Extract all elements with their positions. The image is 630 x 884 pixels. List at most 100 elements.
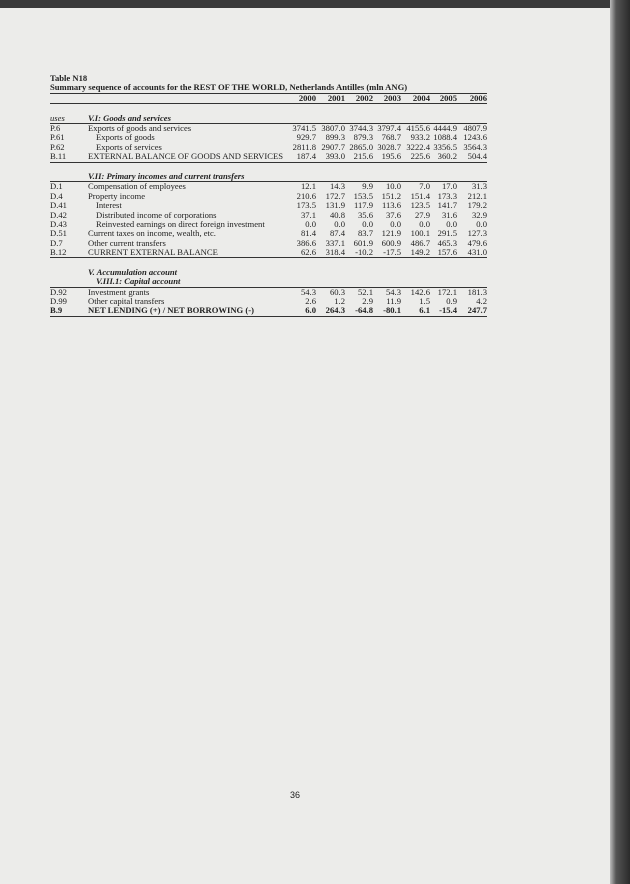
value-cell: 127.3 (467, 228, 487, 239)
value-cell: 172.1 (437, 286, 457, 297)
value-cell: 131.9 (325, 200, 345, 211)
value-cell: 337.1 (325, 237, 345, 248)
value-cell: 0.0 (446, 218, 457, 229)
value-cell: 3564.3 (463, 141, 487, 152)
row-label: Distributed income of corporations (96, 209, 217, 220)
value-cell: 35.6 (357, 209, 373, 220)
value-cell: 393.0 (325, 151, 345, 162)
value-cell: 37.1 (300, 209, 316, 220)
row-code: B.12 (50, 247, 67, 258)
value-cell: -15.4 (439, 305, 457, 316)
section-header: V. Accumulation account (88, 266, 178, 277)
row-label: Investment grants (88, 286, 150, 297)
value-cell: 210.6 (296, 190, 316, 201)
value-cell: 0.9 (446, 296, 457, 307)
row-code: D.99 (50, 296, 67, 307)
value-cell: 87.4 (329, 228, 345, 239)
value-cell: 121.9 (381, 228, 401, 239)
row-code: D.41 (50, 200, 67, 211)
value-cell: 212.1 (467, 190, 487, 201)
row-code: D.42 (50, 209, 67, 220)
year-header: 2003 (383, 92, 401, 103)
value-cell: 179.2 (467, 200, 487, 211)
section-header-row: V. Accumulation account (50, 266, 487, 277)
table-row: P.6 Exports of goods and services 3741.5 38… (50, 122, 487, 133)
value-cell: -10.2 (355, 247, 373, 258)
row-code: D.4 (50, 190, 63, 201)
value-cell: 2865.0 (349, 141, 373, 152)
row-code: P.6 (50, 122, 61, 133)
year-header: 2000 (298, 92, 316, 103)
value-cell: 3744.3 (349, 122, 373, 133)
value-cell: 1243.6 (463, 132, 487, 143)
row-code: D.7 (50, 237, 63, 248)
year-header: 2005 (439, 92, 457, 103)
value-cell: 4155.6 (406, 122, 430, 133)
value-cell: 1088.4 (433, 132, 457, 143)
table-row: D.42 Distributed income of corporations 37… (50, 209, 487, 220)
table-subtitle: Summary sequence of accounts for the RES… (50, 83, 487, 94)
value-cell: 3222.4 (406, 141, 430, 152)
value-cell: 899.3 (325, 132, 345, 143)
value-cell: 31.3 (471, 181, 487, 192)
value-cell: -80.1 (383, 305, 401, 316)
value-cell: 479.6 (467, 237, 487, 248)
uses-label: uses (50, 112, 65, 123)
table-row: B.12 CURRENT EXTERNAL BALANCE 62.6 318.4 -10… (50, 247, 487, 259)
value-cell: 0.0 (334, 218, 345, 229)
value-cell: 386.6 (296, 237, 316, 248)
row-label: Reinvested earnings on direct foreign in… (96, 218, 265, 229)
value-cell: 291.5 (437, 228, 457, 239)
scan-edge (610, 0, 630, 884)
value-cell: 0.0 (419, 218, 430, 229)
section-header: V.II: Primary incomes and current transf… (88, 170, 245, 181)
value-cell: 431.0 (467, 247, 487, 258)
value-cell: 6.0 (305, 305, 316, 316)
value-cell: 54.3 (385, 286, 401, 297)
value-cell: 3807.0 (321, 122, 345, 133)
value-cell: 2.6 (305, 296, 316, 307)
table-row: D.51 Current taxes on income, wealth, etc… (50, 228, 487, 239)
section-header-row: V.II: Primary incomes and current transf… (50, 170, 487, 183)
value-cell: -64.8 (355, 305, 373, 316)
row-label: Exports of goods and services (88, 122, 192, 133)
value-cell: 173.3 (437, 190, 457, 201)
table-row: D.99 Other capital transfers 2.6 1.2 2.9 11.9… (50, 296, 487, 307)
value-cell: 123.5 (410, 200, 430, 211)
table-row: D.7 Other current transfers 386.6 337.1 601.… (50, 237, 487, 248)
value-cell: 17.0 (441, 181, 457, 192)
value-cell: 4.2 (476, 296, 487, 307)
value-cell: 149.2 (410, 247, 430, 258)
row-label: Current taxes on income, wealth, etc. (88, 228, 216, 239)
table-title: Table N18 (50, 73, 88, 83)
value-cell: 173.5 (296, 200, 316, 211)
value-cell: 181.3 (467, 286, 487, 297)
value-cell: 27.9 (414, 209, 430, 220)
value-cell: 1.5 (419, 296, 430, 307)
value-cell: 12.1 (300, 181, 316, 192)
value-cell: 52.1 (357, 286, 373, 297)
value-cell: 3356.5 (433, 141, 457, 152)
row-code: B.9 (50, 305, 63, 316)
value-cell: 151.2 (381, 190, 401, 201)
table-row: D.92 Investment grants 54.3 60.3 52.1 54.3 142… (50, 286, 487, 297)
value-cell: 153.5 (353, 190, 373, 201)
value-cell: 3028.7 (377, 141, 401, 152)
value-cell: 247.7 (467, 305, 487, 316)
value-cell: 141.7 (437, 200, 457, 211)
row-label: Compensation of employees (88, 181, 186, 192)
table-row: D.43 Reinvested earnings on direct foreig… (50, 218, 487, 229)
value-cell: 360.2 (437, 151, 457, 162)
value-cell: 933.2 (410, 132, 430, 143)
table-row: D.41 Interest 173.5 131.9 117.9 113.6 123.5 141… (50, 200, 487, 211)
value-cell: 37.6 (385, 209, 401, 220)
value-cell: 10.0 (385, 181, 401, 192)
value-cell: 3797.4 (377, 122, 401, 133)
row-code: P.61 (50, 132, 65, 143)
value-cell: 0.0 (390, 218, 401, 229)
row-code: P.62 (50, 141, 65, 152)
row-label: CURRENT EXTERNAL BALANCE (88, 247, 218, 258)
value-cell: 215.6 (353, 151, 373, 162)
value-cell: 0.0 (305, 218, 316, 229)
row-code: D.92 (50, 286, 67, 297)
